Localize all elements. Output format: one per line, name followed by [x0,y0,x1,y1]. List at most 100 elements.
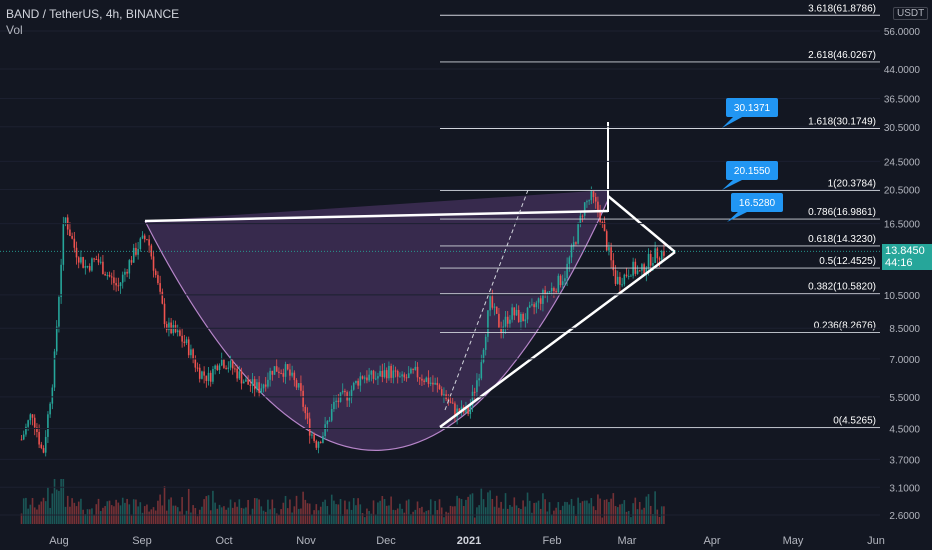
volume-bar [575,515,577,524]
volume-bar [559,510,562,524]
candle-body [520,313,522,323]
volume-bar [392,509,395,524]
volume-bar [214,502,216,524]
candle-body [491,296,494,308]
volume-bar [295,495,298,524]
candle-body [550,287,553,292]
currency-label: USDT [893,7,929,20]
volume-bar [429,499,432,524]
candle-body [130,260,133,263]
y-tick-label: 8.5000 [889,324,920,335]
volume-bar [99,511,102,524]
candle-body [370,370,373,375]
candle-body [324,424,326,437]
candle-body [361,376,364,379]
volume-bar [308,503,311,524]
y-tick-label: 2.6000 [889,511,920,522]
volume-bar [522,500,524,524]
callouts: 30.1371 20.1550 16.5280 [722,98,783,222]
volume-bar [60,479,62,524]
candle-body [75,247,78,258]
volume-bar [526,492,529,524]
candle-body [40,444,43,448]
candle-body [269,370,271,380]
volume-bar [586,500,588,524]
candle-body [542,290,544,304]
fib-label: 3.618(61.8786) [808,3,876,14]
volume-bar [262,510,265,524]
candle-body [31,414,34,418]
volume-bar [258,499,260,524]
candle-body [352,382,355,390]
y-tick-label: 5.5000 [889,393,920,404]
volume-bar [610,498,612,524]
volume-bar [544,499,546,524]
candle-body [454,403,456,417]
candle-body [498,313,500,328]
candle-body [357,380,359,386]
volume-bars [20,479,665,524]
volume-bar [467,496,469,524]
volume-bar [546,511,549,524]
candle-body [401,374,403,377]
volume-bar [359,504,362,524]
candle-body [22,434,25,440]
candle-body [242,381,245,384]
volume-bar [253,498,256,524]
candle-body [183,341,186,344]
volume-bar [379,500,381,524]
candle-body [660,250,663,260]
volume-bar [482,499,485,524]
volume-bar [179,511,181,524]
candle-body [467,406,469,415]
candle-body [36,427,38,433]
volume-bar [579,502,582,524]
candle-body [196,367,199,369]
volume-bar [249,515,252,524]
cup-fill [145,190,608,451]
candle-body [553,287,555,292]
volume-bar [656,509,659,524]
candle-body [421,378,423,381]
candle-body [121,274,124,283]
candle-body [372,370,375,379]
volume-bar [194,508,197,524]
candle-body [414,366,417,370]
candle-body [535,302,538,308]
candle-body [610,247,612,261]
candle-body [489,296,491,311]
candle-body [564,278,566,282]
candle-body [581,215,584,217]
volume-bar [148,511,150,524]
volume-bar [126,498,128,524]
volume-bar [487,492,489,524]
candle-body [181,335,183,342]
candle-body [511,307,513,320]
callout-label: 20.1550 [734,166,771,177]
candle-body [286,364,289,370]
candle-body [47,414,49,437]
volume-bar [438,499,441,524]
candle-body [165,324,168,331]
candle-body [570,246,573,258]
candle-body [51,387,54,404]
volume-bar [638,501,641,524]
volume-bar [654,491,656,524]
volume-bar [498,507,500,524]
volume-bar [55,489,58,524]
volume-bar [581,501,584,524]
candle-body [104,274,106,276]
y-tick-label: 10.5000 [884,291,921,302]
candle-body [432,382,434,385]
candle-body [663,250,665,256]
candle-body [106,274,109,276]
candle-body [636,270,639,274]
candle-body [194,359,197,368]
volume-bar [88,509,91,524]
candle-body [333,401,335,410]
volume-bar [102,507,104,524]
candle-body [478,378,480,381]
volume-bar [443,517,445,524]
volume-bar [366,508,368,524]
